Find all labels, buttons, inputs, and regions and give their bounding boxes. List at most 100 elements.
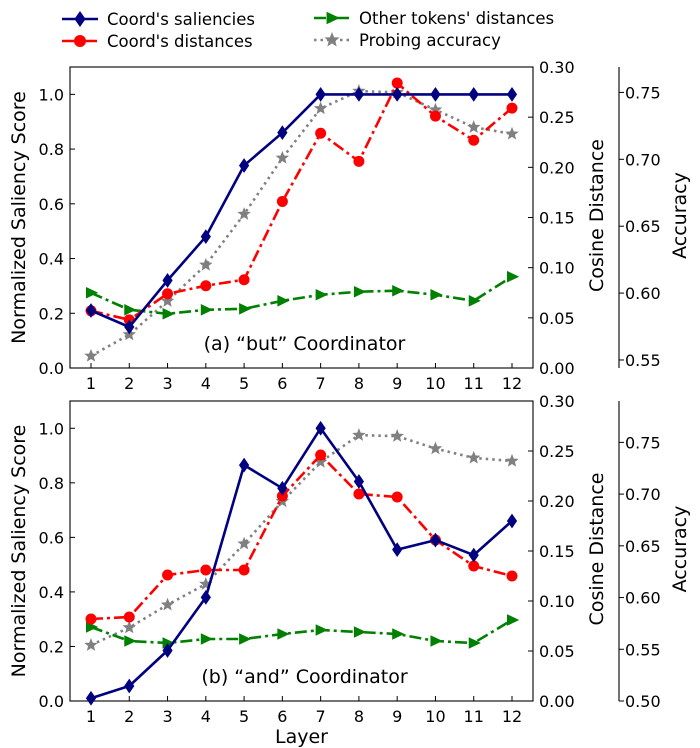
left-tick-label: 0.8 (39, 140, 64, 159)
data-point-star (505, 126, 519, 140)
data-point-diamond (200, 589, 211, 605)
accuracy-tick-label: 0.55 (625, 351, 661, 370)
x-tick-label: 6 (277, 707, 287, 726)
right-tick-label: 0.15 (539, 209, 575, 228)
accuracy-tick-label: 0.50 (625, 692, 661, 711)
data-point-triangle-right (162, 308, 175, 320)
left-tick-label: 1.0 (39, 419, 64, 438)
data-point-diamond (430, 532, 441, 548)
left-tick-label: 0.4 (39, 250, 64, 269)
legend: Coord's saliencies Coord's distances Other… (62, 9, 554, 51)
data-point-triangle-right (507, 270, 520, 283)
x-tick-label: 7 (316, 707, 326, 726)
panel-annotation: (a) “but” Coordinator (204, 333, 406, 355)
cosine-axis-label: Cosine Distance (586, 473, 608, 626)
x-tick-label: 11 (464, 707, 484, 726)
data-point-diamond (392, 542, 403, 558)
data-point-diamond (85, 303, 97, 318)
left-tick-label: 0.2 (39, 637, 64, 656)
series-1 (85, 449, 518, 625)
data-point-triangle-right (239, 633, 252, 645)
data-point-diamond (238, 457, 250, 473)
data-point-circle (162, 288, 174, 300)
data-point-diamond (430, 86, 441, 102)
right-tick-label: 0.10 (539, 259, 575, 278)
left-tick-label: 0.0 (39, 692, 64, 711)
data-point-diamond (277, 125, 288, 141)
right-tick-label: 0.00 (539, 692, 575, 711)
data-point-diamond (392, 86, 403, 102)
data-point-star (467, 120, 481, 133)
data-point-circle (353, 488, 365, 500)
data-point-star (160, 294, 175, 307)
data-point-triangle-right (124, 635, 137, 647)
x-tick-label: 3 (162, 374, 172, 393)
data-point-diamond (468, 547, 479, 563)
left-tick-label: 0.8 (39, 474, 64, 493)
data-point-diamond (124, 319, 135, 335)
data-point-star (467, 450, 481, 464)
x-tick-label: 9 (392, 374, 402, 393)
accuracy-axis-label: Accuracy (669, 506, 691, 593)
data-point-triangle-right (430, 635, 443, 647)
data-point-triangle-right (468, 294, 481, 307)
x-tick-label: 12 (502, 374, 522, 393)
data-point-diamond (200, 229, 211, 245)
series-line (90, 426, 513, 700)
data-point-star (84, 348, 98, 362)
data-point-star (505, 453, 519, 467)
data-point-circle (123, 611, 135, 623)
series-2 (86, 614, 520, 649)
x-tick-label: 8 (354, 707, 364, 726)
right-tick-label: 0.05 (539, 642, 575, 661)
data-point-star (84, 638, 98, 651)
data-point-triangle-right (239, 303, 252, 315)
accuracy-tick-label: 0.75 (625, 83, 661, 102)
left-axis-label: Normalized Saliency Score (8, 425, 30, 678)
series-line (90, 433, 513, 647)
data-point-star (275, 150, 290, 164)
data-point-star (313, 101, 328, 115)
series-line (90, 275, 513, 316)
data-point-circle (353, 155, 365, 167)
left-tick-label: 0.0 (39, 359, 64, 378)
data-point-diamond (162, 643, 173, 658)
data-point-circle (391, 491, 403, 503)
data-point-triangle-right (277, 628, 290, 640)
series-0 (85, 86, 518, 335)
x-tick-label: 12 (502, 707, 522, 726)
cosine-axis-label: Cosine Distance (586, 139, 608, 292)
data-point-diamond (238, 158, 250, 173)
series-line (90, 618, 513, 645)
data-point-triangle-right (315, 288, 328, 301)
right-tick-label: 0.25 (539, 108, 575, 127)
x-tick-label: 11 (464, 374, 484, 393)
accuracy-tick-label: 0.70 (625, 485, 661, 504)
data-point-diamond (353, 86, 365, 102)
x-tick-label: 7 (316, 374, 326, 393)
x-tick-label: 5 (239, 374, 249, 393)
data-point-triangle-right (507, 614, 520, 626)
data-point-diamond (162, 273, 173, 288)
data-point-circle (506, 102, 518, 114)
data-point-star (160, 597, 175, 611)
chart-panel-b: 0.0 0.2 0.4 0.6 0.8 1.0 0.00 0.05 0.10 0.15 0.20 0.… (8, 392, 691, 748)
accuracy-tick-label: 0.60 (625, 589, 661, 608)
data-point-triangle-right (353, 285, 367, 298)
x-tick-label: 4 (201, 374, 211, 393)
panel-annotation: (b) “and” Coordinator (201, 666, 407, 688)
data-point-triangle-right (86, 621, 99, 633)
data-point-circle (315, 449, 327, 461)
data-point-diamond (468, 86, 479, 102)
x-tick-label: 2 (124, 707, 134, 726)
data-point-triangle-right (86, 286, 99, 299)
legend-label: Other tokens' distances (359, 9, 554, 28)
x-tick-label: 3 (162, 707, 172, 726)
data-point-diamond (277, 480, 288, 496)
data-point-diamond (315, 86, 326, 102)
data-point-star (199, 257, 213, 271)
data-point-triangle-right (277, 294, 290, 307)
data-point-triangle-right (124, 304, 137, 316)
series-2 (86, 270, 520, 320)
